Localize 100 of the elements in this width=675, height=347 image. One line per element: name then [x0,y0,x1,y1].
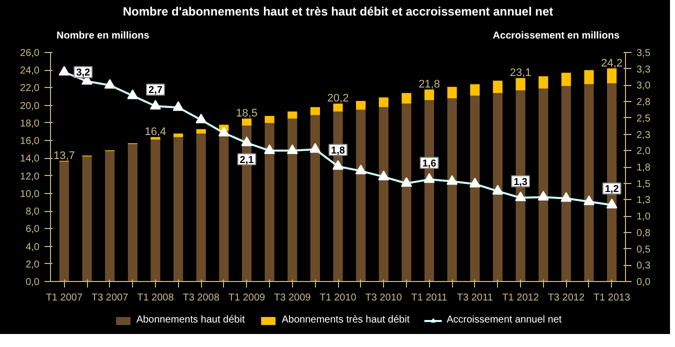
y2-tick-label: 2,8 [636,97,651,108]
y2-tick-label: 0,3 [636,260,651,272]
y-tick-label: 6,0 [26,224,40,236]
y-tick-label: 24,0 [20,66,40,77]
y-tick-label: 2,0 [26,259,40,270]
y2-tick-label: 1,0 [636,212,651,223]
y2-tick-label: 2,0 [636,146,651,158]
x-tick-label: T3 2007 [91,292,129,304]
total-label: 20,2 [327,92,349,105]
y-tick-label: 12,0 [20,171,40,182]
bar [378,107,388,282]
total-label: 24,2 [601,57,623,70]
y-tick-label: 16,0 [20,136,40,148]
bar [492,93,503,282]
y2-tick-label: 3,5 [636,48,651,59]
y-axis-title: Nombre en millions [56,30,150,42]
y2-tick-label: 1,3 [636,195,651,206]
bar [584,70,594,84]
total-label: 13,7 [53,150,75,162]
x-tick-label: T3 2012 [548,292,585,304]
data-label: 1,6 [422,158,437,170]
legend-label: Abonnements haut débit [136,314,245,326]
y-tick-label: 8,0 [26,206,40,218]
bar [105,151,115,282]
x-tick-label: T3 2011 [456,292,494,304]
legend-label: Abonnements très haut débit [282,314,410,326]
x-tick-label: T1 2013 [593,292,631,304]
bar [447,86,457,98]
x-tick-label: T1 2007 [46,292,83,304]
y-tick-label: 18,0 [20,118,40,130]
y2-tick-label: 0,0 [636,277,651,288]
y2-tick-label: 0,8 [636,228,651,239]
y2-tick-label: 0,5 [636,244,651,256]
bar [82,156,92,282]
y-tick-label: 10,0 [20,188,40,200]
bar [288,118,298,282]
bar [310,115,320,282]
bar [150,140,160,282]
bar [59,162,69,282]
bar [150,137,160,140]
bar [470,96,480,282]
x-tick-label: T1 2011 [411,292,448,304]
bar [288,112,298,119]
bar [196,129,206,134]
bar [356,100,366,110]
bar [607,68,617,84]
bar [219,130,229,282]
y2-tick-label: 1,5 [636,178,651,190]
y-tick-label: 20,0 [20,100,40,112]
total-label: 16,4 [144,126,166,138]
bar [173,134,184,138]
data-label: 2,7 [148,85,163,96]
data-label: 3,2 [76,68,91,79]
bar [561,86,571,282]
total-label: 21,8 [418,78,440,90]
x-tick-label: T1 2012 [502,292,540,304]
bar [447,98,457,282]
bar [196,134,206,282]
y2-tick-label: 2,5 [636,113,651,124]
data-label: 1,2 [604,184,620,195]
bar [264,116,274,123]
data-label: 2,1 [240,154,254,166]
bar [470,84,480,96]
bar [584,84,594,282]
x-tick-label: T3 2008 [182,292,220,304]
y2-tick-label: 3,3 [636,64,651,76]
x-tick-label: T3 2009 [274,292,312,304]
x-tick-label: T1 2009 [228,292,266,304]
y-tick-label: 4,0 [26,242,40,253]
data-label: 1,3 [514,176,528,188]
bar [264,122,274,282]
y-tick-label: 0,0 [26,277,40,288]
total-label: 18,5 [236,108,258,120]
bar [516,78,526,90]
total-label: 23,1 [510,67,532,80]
bar [128,144,138,282]
legend-label: Accroissement annuel net [446,314,562,326]
bar [333,104,343,112]
bar [492,80,503,94]
bar [310,107,320,116]
y-tick-label: 26,0 [20,48,40,59]
bar [356,110,366,282]
y-tick-label: 14,0 [20,154,40,165]
x-tick-label: T3 2010 [365,292,402,304]
bar [424,89,434,100]
x-tick-label: T1 2008 [137,292,174,304]
y2-tick-label: 1,8 [636,162,651,174]
chart-title: Nombre d'abonnements haut et très haut débit et accroissement annuel net [122,4,554,18]
bar [561,72,571,86]
bar [538,76,548,89]
y2-tick-label: 2,3 [636,130,651,141]
bar [538,88,548,282]
y2-tick-label: 3,0 [636,80,651,92]
bar [173,137,184,282]
bar [402,104,412,282]
y2-axis-title: Accroissement en millions [492,30,620,42]
bar [378,97,388,108]
x-tick-label: T1 2010 [320,292,357,304]
data-label: 1,8 [331,145,346,156]
y-tick-label: 22,0 [20,83,40,94]
